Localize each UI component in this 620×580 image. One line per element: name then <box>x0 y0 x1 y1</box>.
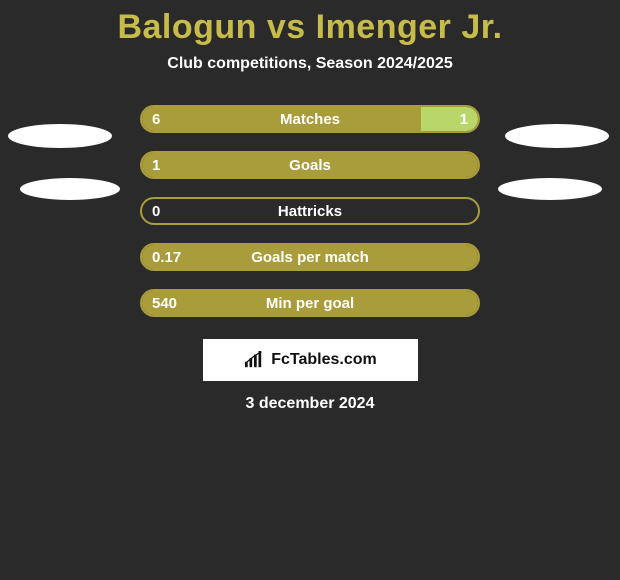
stat-bar: Goals <box>140 151 480 179</box>
subtitle: Club competitions, Season 2024/2025 <box>0 55 620 73</box>
player-photo-placeholder <box>8 124 112 148</box>
stat-bar: Min per goal <box>140 289 480 317</box>
stat-bar-left <box>142 245 478 269</box>
stat-row: Min per goal540 <box>0 289 620 317</box>
player-photo-placeholder <box>20 178 120 200</box>
stat-bar: Hattricks <box>140 197 480 225</box>
stat-row: Goals1 <box>0 151 620 179</box>
stat-bar-left <box>142 291 478 315</box>
comparison-widget: Balogun vs Imenger Jr. Club competitions… <box>0 0 620 580</box>
bar-chart-icon <box>243 351 265 369</box>
stat-label: Hattricks <box>142 199 478 223</box>
stat-bar: Goals per match <box>140 243 480 271</box>
page-title: Balogun vs Imenger Jr. <box>0 8 620 47</box>
source-badge-text: FcTables.com <box>271 351 377 369</box>
stat-bar-right <box>421 107 478 131</box>
stat-row: Hattricks0 <box>0 197 620 225</box>
date-text: 3 december 2024 <box>0 395 620 413</box>
stat-bar-left <box>142 153 478 177</box>
player-photo-placeholder <box>498 178 602 200</box>
source-badge[interactable]: FcTables.com <box>203 339 418 381</box>
stat-bar-left <box>142 107 421 131</box>
stat-bar: Matches <box>140 105 480 133</box>
player-photo-placeholder <box>505 124 609 148</box>
stat-row: Goals per match0.17 <box>0 243 620 271</box>
